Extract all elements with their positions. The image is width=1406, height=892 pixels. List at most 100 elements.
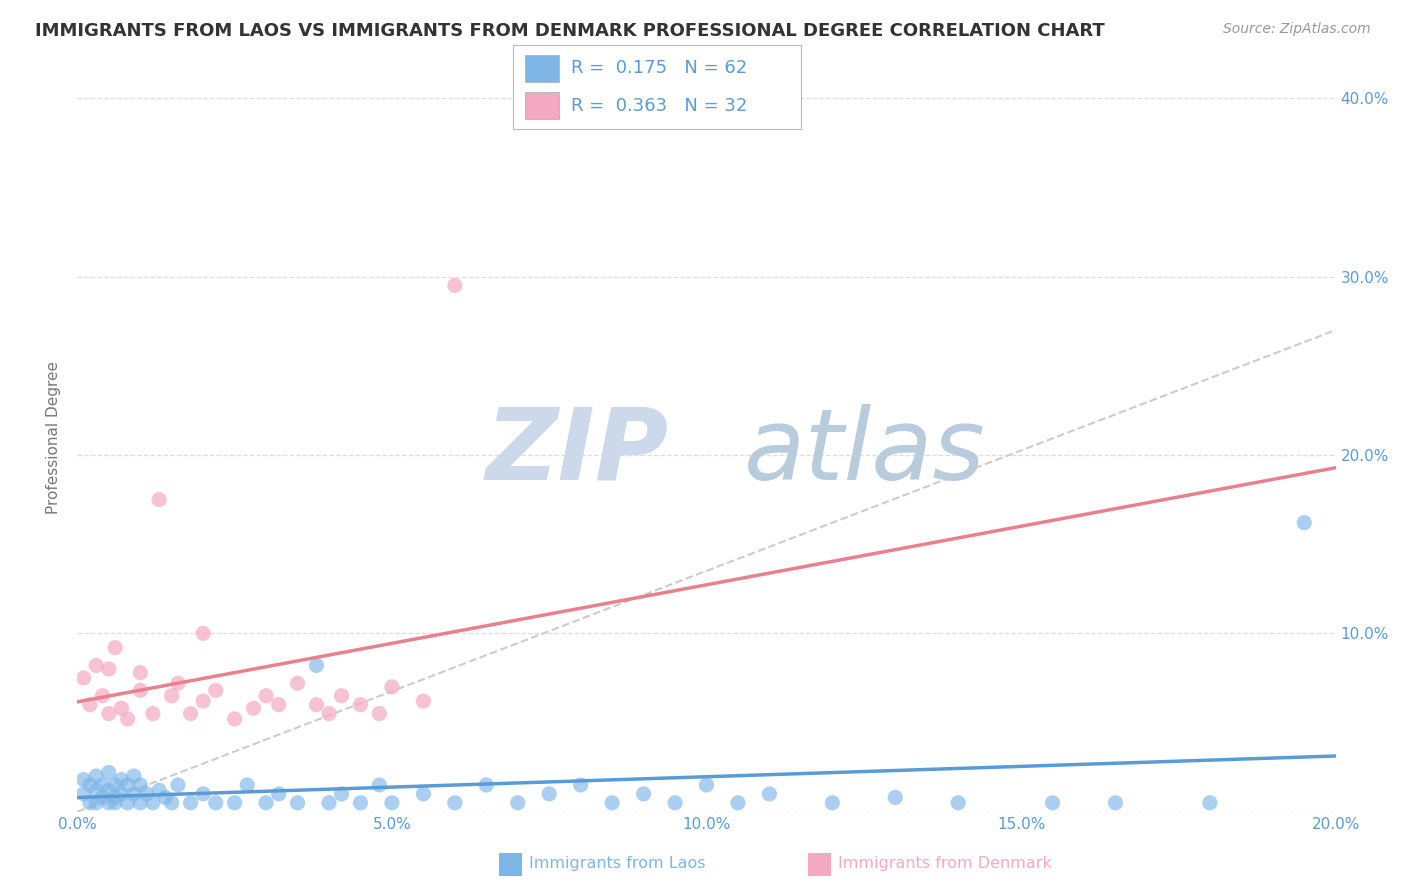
Point — [79, 698, 101, 712]
Point — [600, 796, 623, 810]
Point — [91, 778, 114, 792]
Point — [72, 671, 94, 685]
Point — [167, 676, 190, 690]
Point — [84, 796, 107, 810]
Point — [97, 796, 120, 810]
Point — [236, 778, 259, 792]
Point — [160, 796, 183, 810]
Point — [84, 769, 107, 783]
Y-axis label: Professional Degree: Professional Degree — [46, 360, 62, 514]
Point — [758, 787, 780, 801]
Point — [180, 796, 202, 810]
Point — [110, 772, 132, 787]
FancyBboxPatch shape — [524, 54, 560, 82]
Point — [110, 787, 132, 801]
Point — [242, 701, 264, 715]
Point — [224, 712, 246, 726]
Point — [1199, 796, 1222, 810]
Text: R =  0.363   N = 32: R = 0.363 N = 32 — [571, 96, 747, 114]
Point — [287, 676, 309, 690]
Text: Immigrants from Denmark: Immigrants from Denmark — [838, 856, 1052, 871]
Point — [318, 796, 340, 810]
Point — [204, 796, 226, 810]
Point — [104, 778, 127, 792]
Text: atlas: atlas — [744, 403, 986, 500]
Point — [506, 796, 529, 810]
Point — [381, 680, 404, 694]
Point — [412, 694, 434, 708]
Point — [948, 796, 970, 810]
Point — [254, 689, 277, 703]
Point — [381, 796, 404, 810]
Point — [129, 683, 152, 698]
Point — [110, 701, 132, 715]
Point — [79, 778, 101, 792]
Point — [191, 626, 215, 640]
Point — [412, 787, 434, 801]
Point — [117, 778, 139, 792]
Point — [117, 796, 139, 810]
Point — [148, 783, 170, 797]
Point — [444, 278, 467, 293]
Point — [349, 796, 371, 810]
Point — [254, 796, 277, 810]
Point — [538, 787, 561, 801]
Point — [727, 796, 749, 810]
Point — [305, 698, 328, 712]
Point — [633, 787, 655, 801]
Point — [97, 783, 120, 797]
Point — [368, 778, 391, 792]
Point — [72, 772, 94, 787]
Point — [884, 790, 907, 805]
Point — [821, 796, 844, 810]
Point — [104, 796, 127, 810]
Point — [122, 769, 145, 783]
Point — [97, 662, 120, 676]
Point — [104, 640, 127, 655]
Point — [129, 778, 152, 792]
Point — [444, 796, 467, 810]
Text: Immigrants from Laos: Immigrants from Laos — [529, 856, 706, 871]
Point — [142, 796, 165, 810]
Point — [135, 787, 157, 801]
Point — [1104, 796, 1126, 810]
Text: IMMIGRANTS FROM LAOS VS IMMIGRANTS FROM DENMARK PROFESSIONAL DEGREE CORRELATION : IMMIGRANTS FROM LAOS VS IMMIGRANTS FROM … — [35, 22, 1105, 40]
Point — [79, 796, 101, 810]
Point — [287, 796, 309, 810]
Text: Source: ZipAtlas.com: Source: ZipAtlas.com — [1223, 22, 1371, 37]
Point — [84, 658, 107, 673]
Point — [267, 787, 290, 801]
Point — [72, 787, 94, 801]
Point — [191, 694, 215, 708]
Point — [569, 778, 592, 792]
Point — [129, 796, 152, 810]
FancyBboxPatch shape — [524, 92, 560, 120]
Point — [148, 492, 170, 507]
Point — [160, 689, 183, 703]
Point — [167, 778, 190, 792]
Point — [349, 698, 371, 712]
Point — [97, 765, 120, 780]
Point — [117, 712, 139, 726]
Point — [305, 658, 328, 673]
Point — [664, 796, 686, 810]
Point — [475, 778, 498, 792]
Point — [191, 787, 215, 801]
Point — [142, 706, 165, 721]
Point — [91, 689, 114, 703]
Point — [368, 706, 391, 721]
Point — [84, 783, 107, 797]
Point — [91, 790, 114, 805]
Point — [318, 706, 340, 721]
Point — [155, 790, 177, 805]
Point — [267, 698, 290, 712]
Point — [330, 689, 353, 703]
Point — [97, 706, 120, 721]
Point — [1042, 796, 1064, 810]
Point — [1294, 516, 1316, 530]
Text: R =  0.175   N = 62: R = 0.175 N = 62 — [571, 60, 747, 78]
Text: ZIP: ZIP — [485, 403, 669, 500]
Point — [330, 787, 353, 801]
Point — [122, 787, 145, 801]
Point — [204, 683, 226, 698]
